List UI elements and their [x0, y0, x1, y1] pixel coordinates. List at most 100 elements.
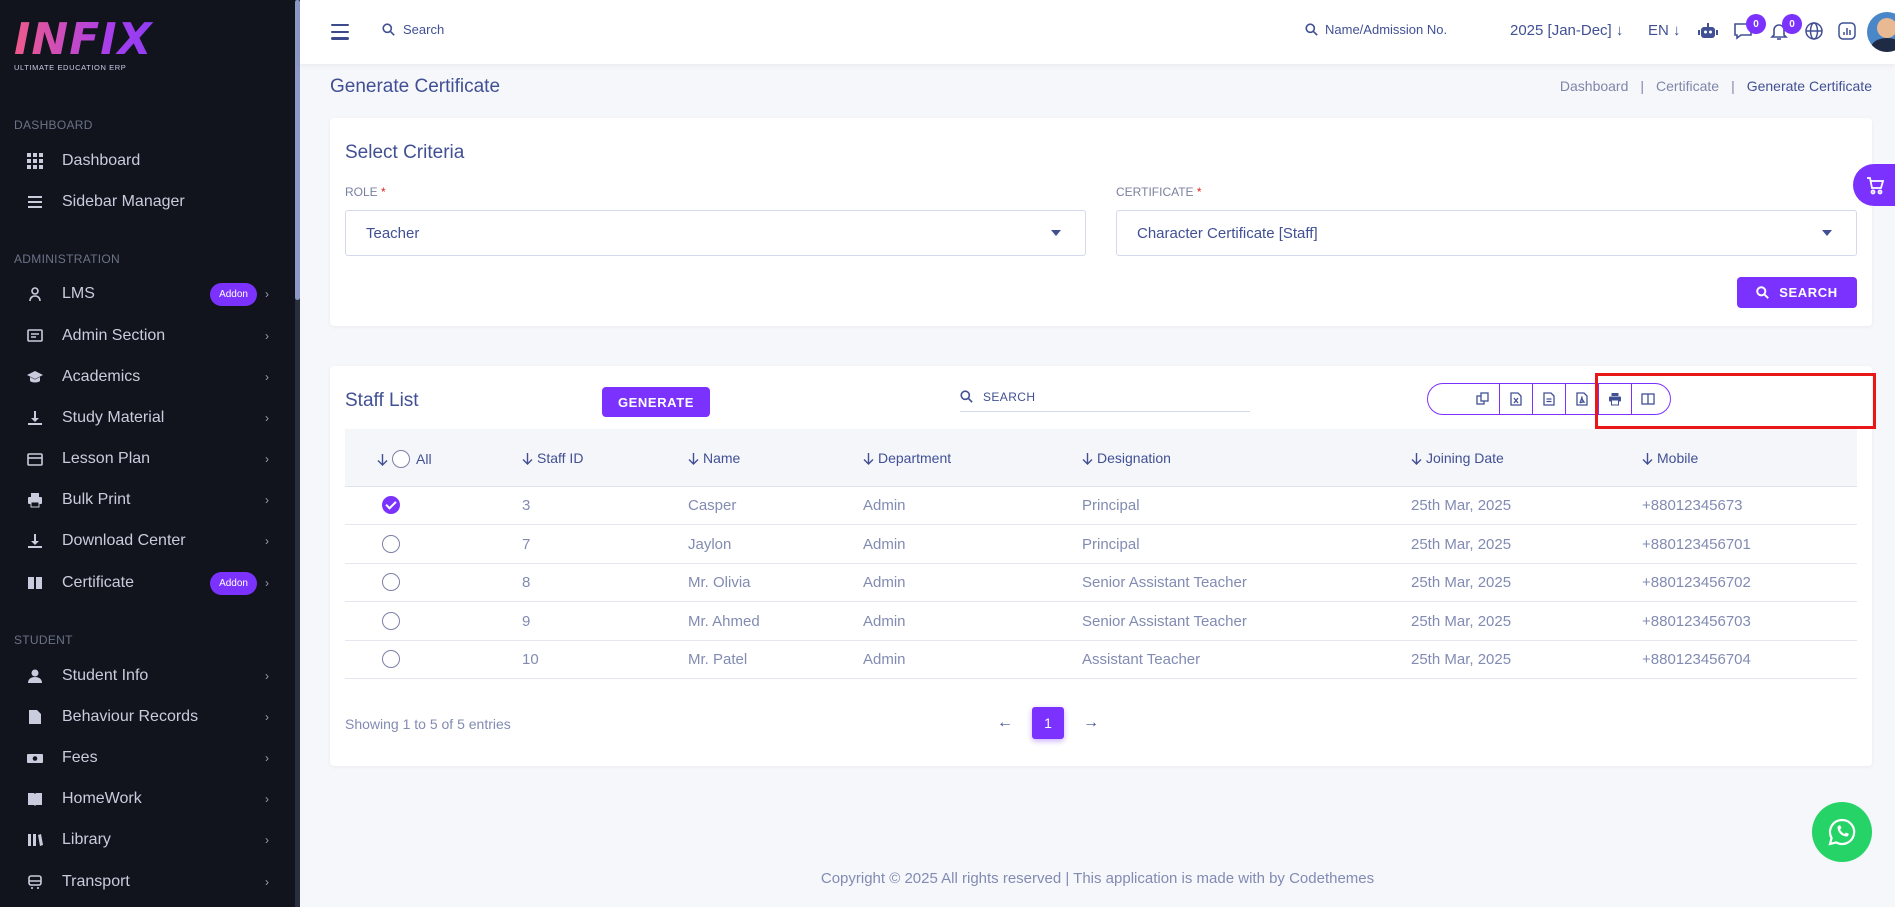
table-search-input[interactable]: SEARCH: [960, 382, 1250, 412]
checkbox-cell: [382, 573, 400, 595]
sort-arrow-icon: [688, 452, 699, 465]
menu-toggle-icon[interactable]: [331, 24, 349, 40]
logo[interactable]: INFIX ULTIMATE EDUCATION ERP: [14, 18, 214, 73]
excel-button[interactable]: [1499, 384, 1532, 414]
breadcrumb-separator: |: [1731, 78, 1735, 94]
chevron-right-icon: ›: [265, 710, 269, 724]
chevron-right-icon: ›: [265, 329, 269, 343]
column-label: Joining Date: [1426, 450, 1504, 466]
table-row[interactable]: 9 Mr. Ahmed Admin Senior Assistant Teacher 2…: [345, 603, 1857, 641]
highlight-box: [1595, 373, 1876, 429]
columns-button[interactable]: [1631, 384, 1664, 414]
sidebar-item-bulk-print[interactable]: Bulk Print ›: [0, 481, 295, 519]
certificate-select[interactable]: Character Certificate [Staff]: [1116, 210, 1857, 256]
column-label: Department: [878, 450, 952, 466]
report-icon[interactable]: [1836, 20, 1858, 42]
select-all-checkbox[interactable]: [392, 450, 410, 468]
language-select[interactable]: EN ↓: [1648, 22, 1681, 39]
sidebar-item-certificate[interactable]: Certificate Addon ›: [0, 564, 295, 602]
sidebar-item-student-info[interactable]: Student Info ›: [0, 657, 295, 695]
sidebar-item-dashboard[interactable]: Dashboard: [0, 142, 295, 180]
student-search[interactable]: Name/Admission No.: [1305, 22, 1447, 37]
certificate-label-text: CERTIFICATE: [1116, 185, 1194, 199]
row-checkbox[interactable]: [382, 650, 400, 668]
column-header-name[interactable]: Name: [688, 450, 740, 466]
page-button-current[interactable]: 1: [1032, 707, 1064, 739]
table-row[interactable]: 8 Mr. Olivia Admin Senior Assistant Teacher…: [345, 564, 1857, 602]
column-header-department[interactable]: Department: [863, 450, 951, 466]
addon-badge: Addon: [210, 282, 257, 306]
homework-icon: [26, 790, 44, 808]
generate-label: GENERATE: [617, 394, 695, 410]
sidebar-item-homework[interactable]: HomeWork ›: [0, 780, 295, 818]
sidebar-item-behaviour-records[interactable]: Behaviour Records ›: [0, 698, 295, 736]
previous-page-icon[interactable]: ←: [997, 714, 1013, 731]
sort-arrow-icon: [1411, 452, 1422, 465]
row-checkbox[interactable]: [382, 496, 400, 514]
sidebar-scrollbar[interactable]: [295, 0, 300, 907]
table-row[interactable]: 3 Casper Admin Principal 25th Mar, 2025 +8801…: [345, 487, 1857, 525]
sidebar-item-fees[interactable]: Fees ›: [0, 739, 295, 777]
sidebar-item-lms[interactable]: LMS Addon ›: [0, 275, 295, 313]
header-search[interactable]: Search: [382, 22, 444, 37]
robot-icon[interactable]: [1697, 20, 1719, 42]
whatsapp-button[interactable]: [1812, 802, 1872, 862]
sidebar-item-label: Academics: [62, 368, 141, 385]
pdf-button[interactable]: [1565, 384, 1598, 414]
print-button[interactable]: [1598, 384, 1631, 414]
column-header-all[interactable]: All: [377, 450, 432, 468]
print-icon: [1609, 393, 1621, 406]
table-row[interactable]: 10 Mr. Patel Admin Assistant Teacher 25th Ma…: [345, 641, 1857, 679]
required-mark: *: [1196, 185, 1202, 199]
sidebar-item-label: Sidebar Manager: [62, 193, 185, 210]
table-row[interactable]: 7 Jaylon Admin Principal 25th Mar, 2025 +8801…: [345, 526, 1857, 564]
sidebar-item-label: Bulk Print: [62, 491, 131, 508]
money-icon: [26, 749, 44, 767]
sidebar-item-label: Behaviour Records: [62, 708, 199, 725]
sidebar-item-lesson-plan[interactable]: Lesson Plan ›: [0, 440, 295, 478]
chevron-right-icon: ›: [265, 792, 269, 806]
breadcrumb-dashboard[interactable]: Dashboard: [1559, 78, 1629, 94]
sidebar-item-study-material[interactable]: Study Material ›: [0, 399, 295, 437]
user-graduate-icon: [26, 285, 44, 303]
row-checkbox[interactable]: [382, 534, 400, 553]
breadcrumb-certificate[interactable]: Certificate: [1656, 78, 1720, 94]
sidebar-item-transport[interactable]: Transport ›: [0, 863, 295, 901]
criteria-search-label: SEARCH: [1779, 285, 1838, 300]
generate-button[interactable]: GENERATE: [602, 387, 710, 417]
cell-name: Mr. Ahmed: [688, 612, 760, 630]
academic-year-select[interactable]: 2025 [Jan-Dec] ↓: [1510, 22, 1623, 39]
pdf-icon: [1576, 392, 1588, 406]
list-icon: [26, 193, 44, 211]
column-header-joining-date[interactable]: Joining Date: [1411, 450, 1504, 466]
row-checkbox[interactable]: [382, 573, 400, 591]
admin-icon: [26, 327, 44, 345]
entries-info: Showing 1 to 5 of 5 entries: [345, 716, 511, 732]
globe-icon[interactable]: [1803, 20, 1825, 42]
sidebar-item-academics[interactable]: Academics ›: [0, 358, 295, 396]
bell-icon[interactable]: 0: [1768, 14, 1802, 42]
next-page-icon[interactable]: →: [1083, 714, 1099, 731]
sort-arrow-icon: [522, 452, 533, 465]
sidebar-item-admin-section[interactable]: Admin Section ›: [0, 317, 295, 355]
chat-icon[interactable]: 0: [1732, 14, 1766, 42]
column-header-mobile[interactable]: Mobile: [1642, 450, 1698, 466]
row-checkbox[interactable]: [382, 611, 400, 630]
column-label: Designation: [1097, 450, 1171, 466]
csv-button[interactable]: [1532, 384, 1565, 414]
academic-year-value: 2025 [Jan-Dec]: [1510, 22, 1612, 39]
copy-button[interactable]: [1466, 384, 1499, 414]
avatar[interactable]: [1867, 12, 1895, 52]
sidebar-item-download-center[interactable]: Download Center ›: [0, 522, 295, 560]
arrow-down-icon: ↓: [1673, 22, 1681, 39]
cart-button[interactable]: [1853, 164, 1895, 206]
criteria-search-button[interactable]: SEARCH: [1737, 277, 1857, 308]
chevron-right-icon: ›: [265, 576, 269, 590]
cell-joining-date: 25th Mar, 2025: [1411, 612, 1512, 630]
sidebar-item-library[interactable]: Library ›: [0, 821, 295, 859]
column-header-staff-id[interactable]: Staff ID: [522, 450, 583, 466]
sidebar-item-sidebar-manager[interactable]: Sidebar Manager: [0, 183, 295, 221]
checkbox-cell: [382, 496, 400, 518]
column-header-designation[interactable]: Designation: [1082, 450, 1171, 466]
role-select[interactable]: Teacher: [345, 210, 1086, 256]
